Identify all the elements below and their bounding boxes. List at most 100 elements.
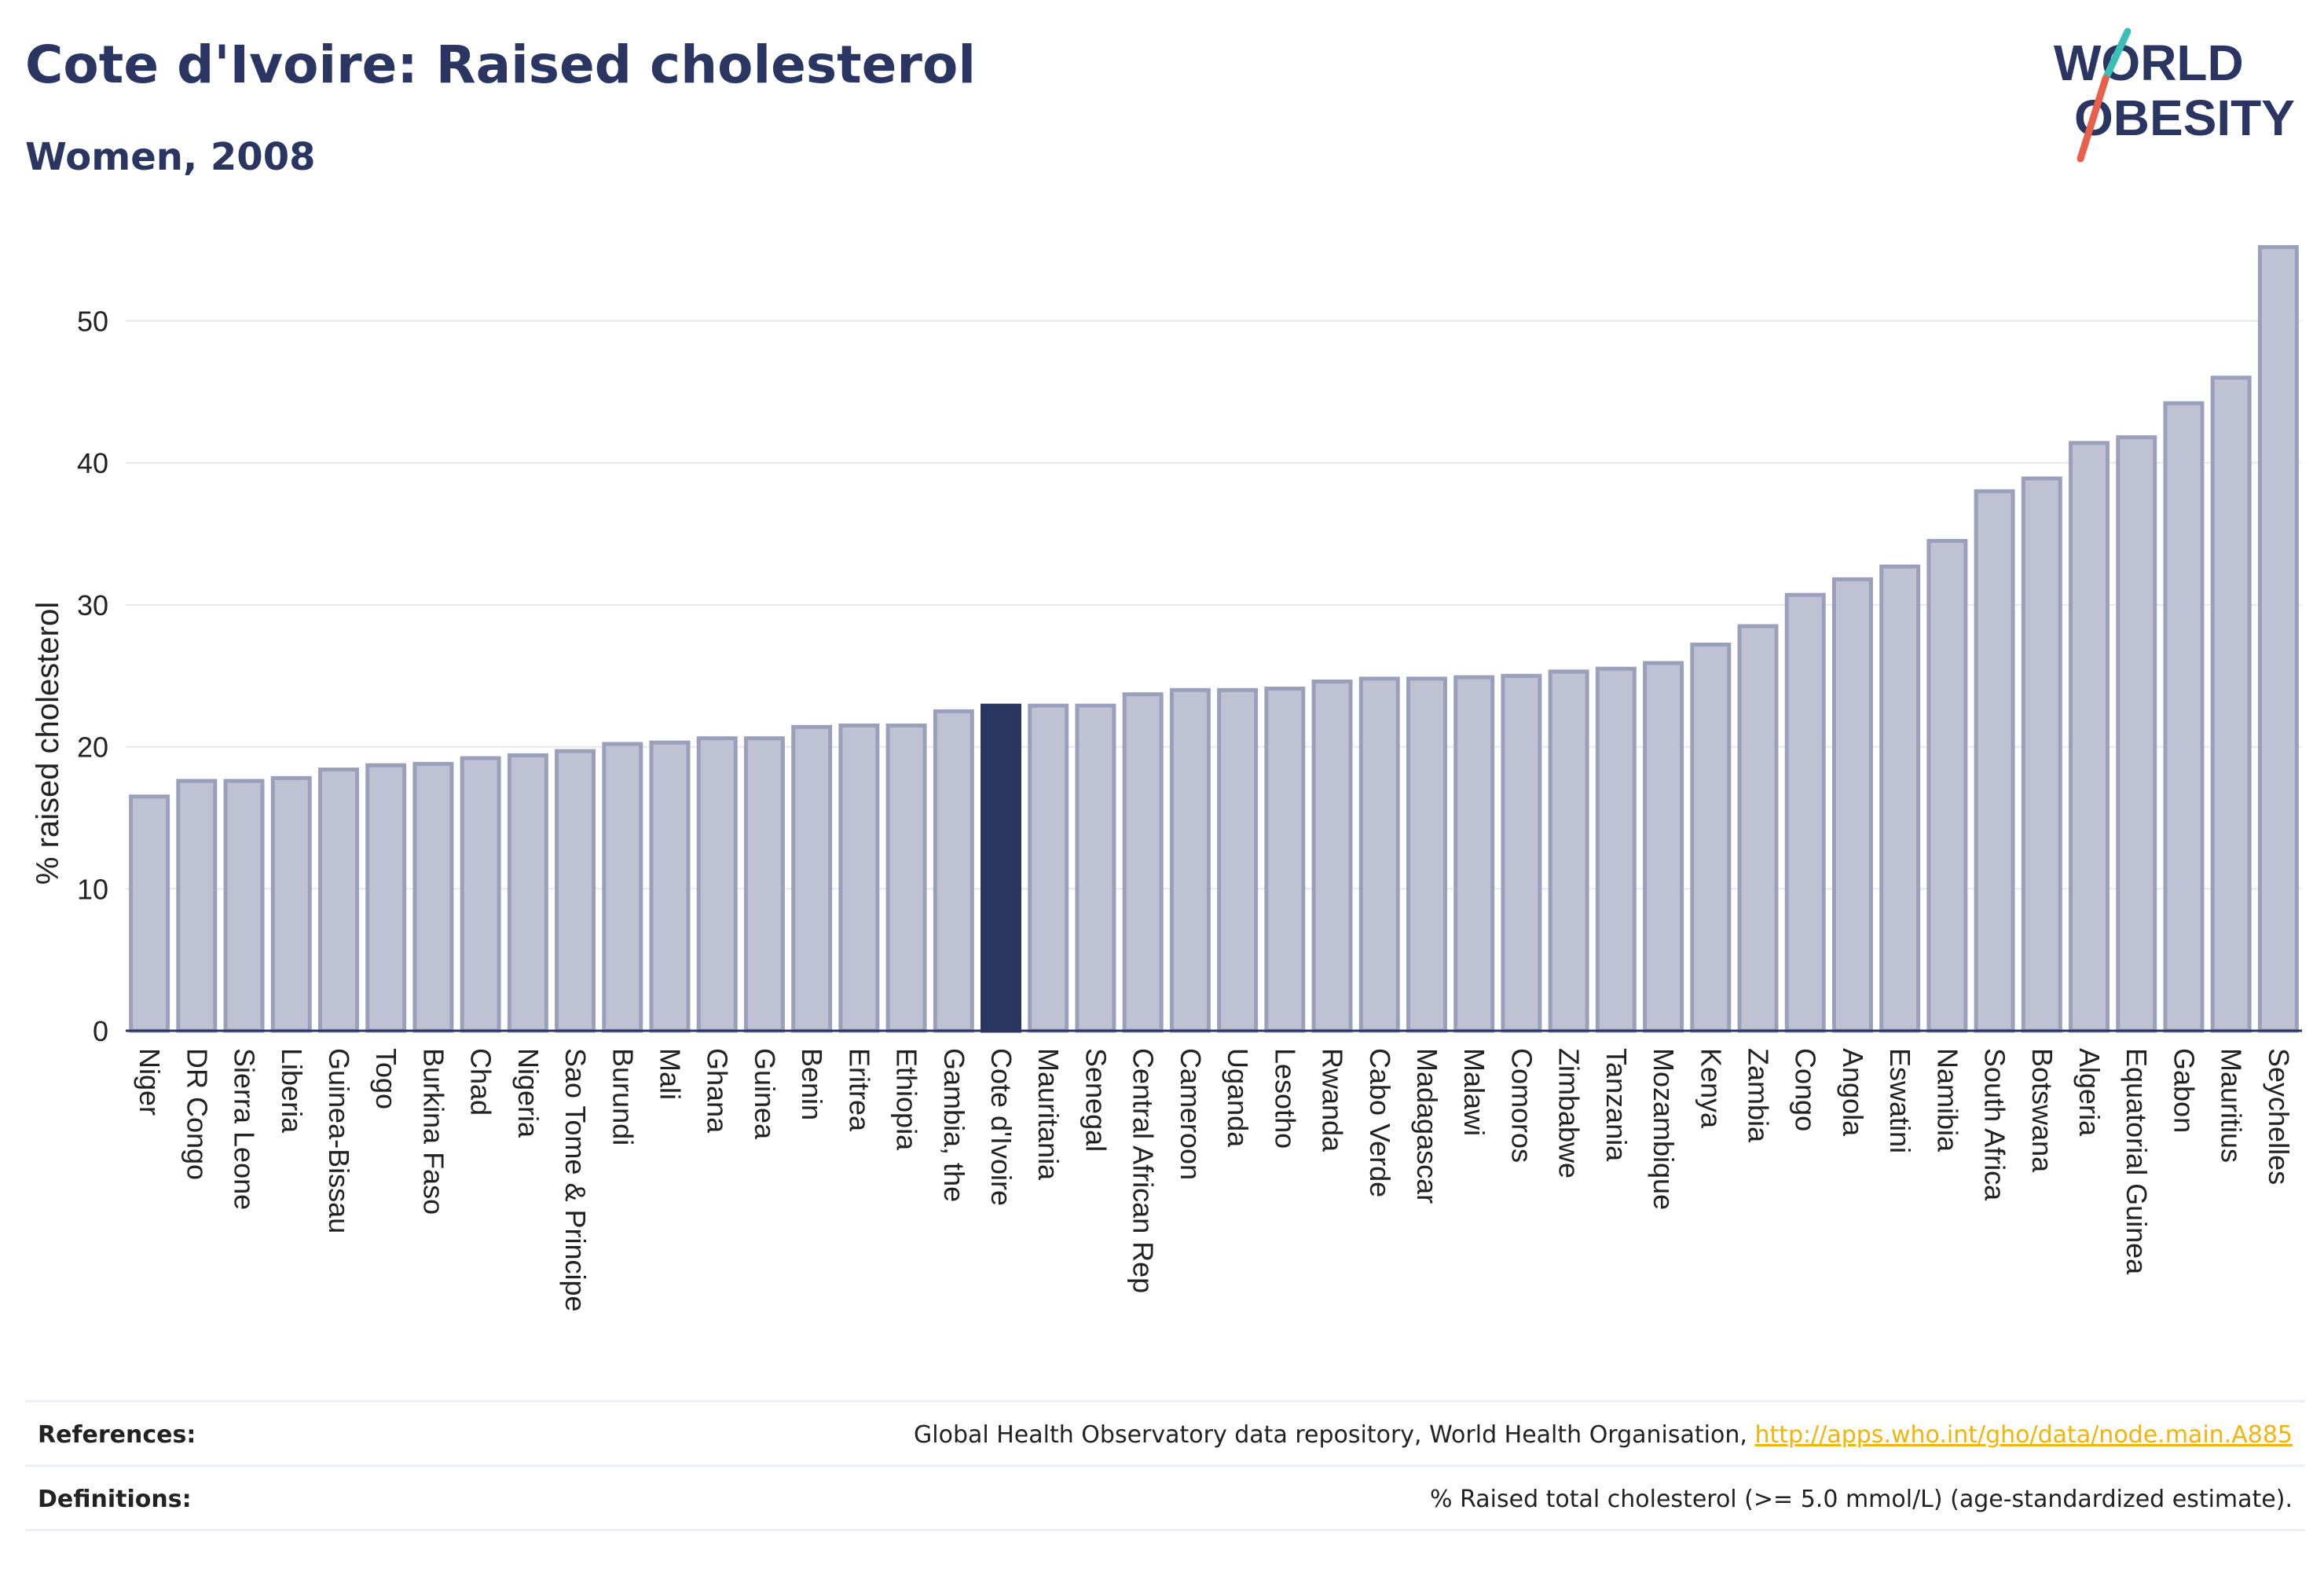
x-tick-label: Cameroon (1175, 1048, 1207, 1180)
bar (885, 723, 927, 1033)
bar-highlight (981, 703, 1022, 1033)
x-tick-label: Cote d'Ivoire (985, 1048, 1017, 1206)
x-tick-label: Mauritania (1032, 1048, 1065, 1181)
x-tick-label: Sierra Leone (229, 1048, 261, 1210)
bar (602, 742, 643, 1033)
x-tick-label: Uganda (1222, 1048, 1254, 1148)
bar (365, 763, 407, 1033)
bar (1690, 642, 1732, 1033)
bar (2163, 401, 2205, 1033)
bar (933, 709, 974, 1033)
bar (1075, 703, 1116, 1033)
bar (1926, 539, 1968, 1033)
x-tick-label: Togo (370, 1048, 402, 1109)
bar (1028, 703, 1069, 1033)
bar (270, 775, 312, 1033)
bar (1453, 675, 1495, 1033)
x-tick-label: Mauritius (2216, 1048, 2248, 1163)
x-tick-label: Comoros (1505, 1048, 1538, 1163)
bar (555, 749, 596, 1033)
bar (1737, 624, 1779, 1033)
bar (1217, 687, 1259, 1033)
bar (838, 723, 880, 1033)
bar (1264, 686, 1306, 1033)
bar (1879, 564, 1921, 1033)
bar (1643, 661, 1684, 1033)
x-tick-label: Gambia, the (938, 1048, 970, 1202)
bar (2116, 435, 2157, 1033)
bar (1501, 673, 1542, 1033)
x-tick-label: Nigeria (512, 1048, 544, 1138)
bar (412, 761, 454, 1033)
x-tick-label: South Africa (1979, 1048, 2011, 1201)
y-tick-label: 20 (77, 731, 108, 764)
y-tick-label: 0 (93, 1015, 108, 1047)
bar (1311, 679, 1353, 1033)
logo-slash-red (2077, 75, 2110, 163)
x-tick-label: Congo (1790, 1048, 1822, 1131)
y-tick-label: 10 (77, 873, 108, 905)
bar (1548, 669, 1589, 1033)
x-tick-label: Liberia (276, 1048, 308, 1134)
definitions-value: % Raised total cholesterol (>= 5.0 mmol/… (1430, 1486, 2293, 1513)
y-axis-label: % raised cholesterol (31, 602, 65, 885)
x-tick-label: Burkina Faso (417, 1048, 449, 1215)
x-tick-label: Central African Rep (1127, 1048, 1160, 1293)
x-tick-label: Chad (465, 1048, 497, 1116)
x-tick-label: Ethiopia (891, 1048, 923, 1151)
bar (1169, 687, 1211, 1033)
x-tick-label: Eswatini (1884, 1048, 1916, 1153)
bar (2021, 476, 2062, 1033)
logo-line2: OBESITY (2074, 90, 2295, 146)
chart-title: Cote d'Ivoire: Raised cholesterol (25, 35, 976, 95)
references-row: References: Global Health Observatory da… (25, 1400, 2305, 1465)
bar (460, 756, 501, 1033)
x-tick-label: Guinea-Bissau (323, 1048, 355, 1233)
y-tick-label: 30 (77, 589, 108, 621)
x-tick-label: Malawi (1458, 1048, 1490, 1136)
x-tick-label: Seychelles (2263, 1048, 2295, 1185)
logo-slash-teal (2102, 27, 2132, 82)
references-text: Global Health Observatory data repositor… (914, 1421, 1755, 1449)
definitions-row: Definitions: % Raised total cholesterol … (25, 1464, 2305, 1530)
chart-subtitle: Women, 2008 (25, 135, 316, 179)
references-label: References: (38, 1421, 196, 1449)
x-tick-label: Ghana (702, 1048, 734, 1134)
x-tick-label: Botswana (2026, 1048, 2058, 1173)
bar (223, 779, 265, 1033)
bar (1406, 676, 1447, 1033)
x-tick-label: Gabon (2168, 1048, 2200, 1133)
bar (317, 767, 359, 1033)
bar (2069, 441, 2110, 1033)
definitions-label: Definitions: (38, 1486, 192, 1513)
x-tick-label: Namibia (1931, 1048, 1963, 1153)
bar (1831, 577, 1873, 1033)
x-tick-label: Mali (654, 1048, 687, 1100)
x-tick-label: Mozambique (1648, 1048, 1680, 1210)
x-tick-label: Cabo Verde (1364, 1048, 1396, 1197)
references-link[interactable]: http://apps.who.int/gho/data/node.main.A… (1754, 1421, 2293, 1449)
x-tick-label: Algeria (2073, 1048, 2106, 1137)
bar-layer (129, 244, 2299, 1033)
y-tick-label: 40 (77, 447, 108, 479)
x-tick-label: Senegal (1080, 1048, 1112, 1152)
bar (129, 794, 170, 1033)
x-tick-label: Angola (1837, 1048, 1869, 1137)
bar (1358, 676, 1400, 1033)
bar (649, 740, 691, 1033)
logo-line1: WORLD (2054, 35, 2244, 91)
bar (791, 724, 833, 1033)
bar (743, 736, 785, 1033)
bar (2257, 244, 2299, 1033)
x-tick-label: Tanzania (1600, 1048, 1633, 1162)
x-tick-label: Lesotho (1269, 1048, 1301, 1149)
x-tick-label: Burundi (607, 1048, 639, 1145)
x-tick-label: Eritrea (843, 1048, 875, 1132)
x-tick-label: Guinea (749, 1048, 781, 1140)
world-obesity-logo: WORLD OBESITY (2054, 27, 2295, 163)
bar (2210, 376, 2252, 1033)
bar (1595, 666, 1637, 1033)
bar (1974, 489, 2015, 1033)
x-tick-label: Kenya (1695, 1048, 1727, 1129)
x-tick-label: Madagascar (1411, 1048, 1443, 1204)
